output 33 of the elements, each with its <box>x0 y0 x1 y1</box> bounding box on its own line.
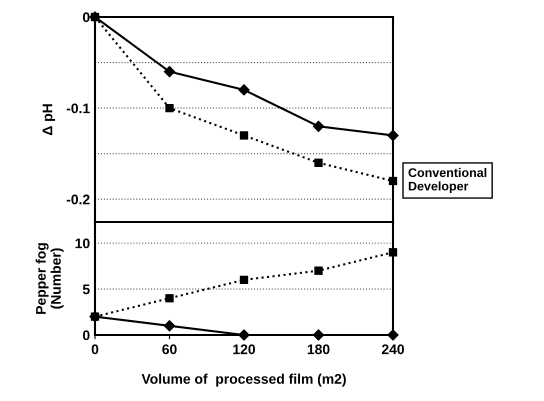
point <box>387 130 399 142</box>
y-axis-title: Δ pH <box>42 104 56 136</box>
point <box>387 329 399 341</box>
y-tick-label: 0 <box>82 12 90 22</box>
point <box>90 312 100 321</box>
point <box>165 294 174 302</box>
y-axis-title: Pepper fog (Number) <box>36 243 64 314</box>
point <box>165 104 174 112</box>
x-tick-label: 120 <box>233 344 256 354</box>
point <box>164 66 176 78</box>
x-tick-label: 180 <box>308 344 330 354</box>
point <box>238 329 250 341</box>
point <box>164 320 176 332</box>
point <box>240 276 248 284</box>
point <box>312 120 324 132</box>
point <box>388 248 398 256</box>
x-axis-title: Volume of processed film (m2) <box>142 374 346 387</box>
y-tick-label: -0.1 <box>66 103 90 114</box>
point <box>90 12 100 22</box>
point <box>388 176 398 186</box>
y-tick-label: -0.2 <box>66 194 90 204</box>
point <box>238 84 250 96</box>
x-tick-label: 240 <box>382 344 404 354</box>
x-tick-label: 60 <box>162 344 177 354</box>
point <box>314 266 323 275</box>
point <box>312 329 324 341</box>
series-label: Conventional Developer <box>408 168 486 194</box>
y-tick-label: 10 <box>76 238 90 248</box>
y-tick-label: 5 <box>82 284 90 294</box>
x-tick-label: 0 <box>92 344 98 354</box>
point <box>240 131 248 140</box>
point <box>314 158 323 167</box>
y-tick-label: 0 <box>82 330 90 340</box>
